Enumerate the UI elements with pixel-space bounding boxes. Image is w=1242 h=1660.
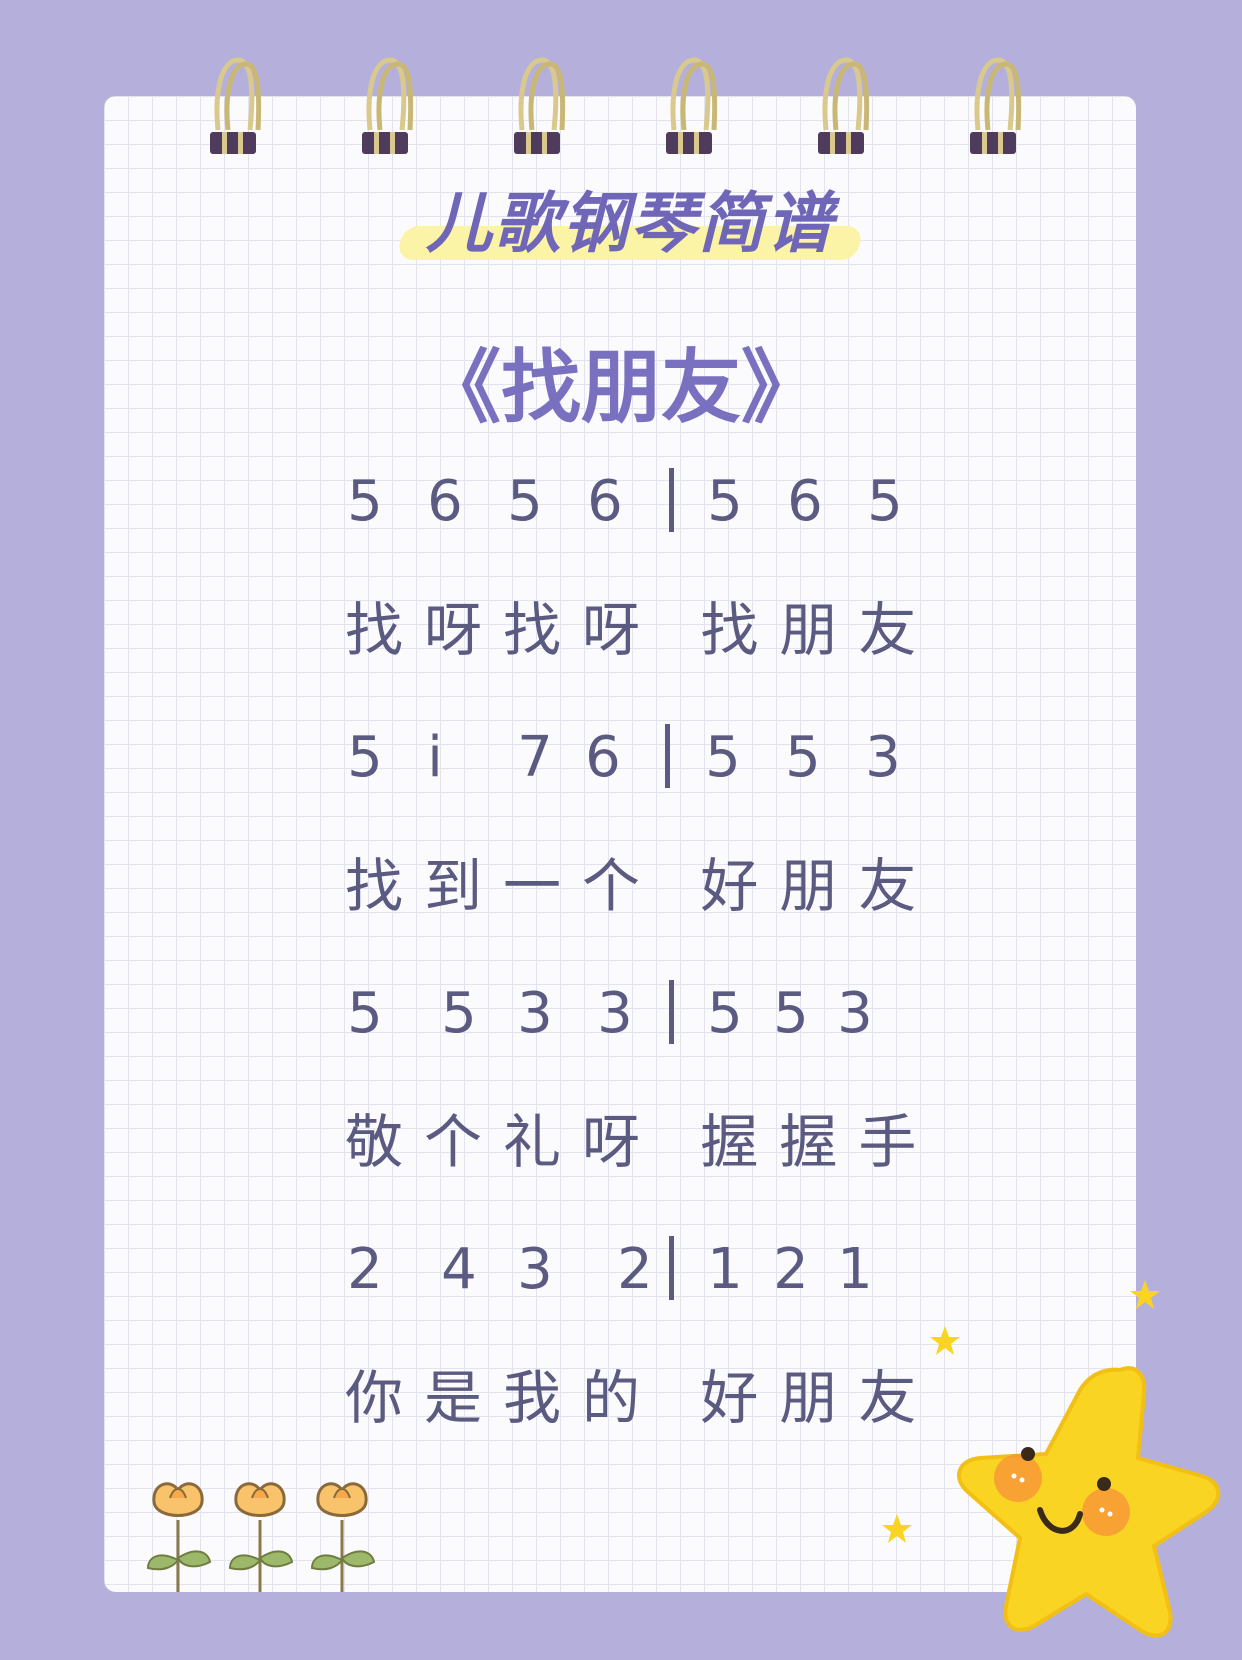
notation-row: 2 4 3 2 1 2 1 [345, 1236, 925, 1366]
sparkle-star-icon [930, 1326, 960, 1355]
sparkle-star-icon [1130, 1280, 1160, 1309]
note: 4 [441, 1237, 477, 1302]
note: 6 [427, 469, 463, 534]
notation-row: 5 6 5 6 5 6 5 [345, 468, 925, 598]
note: 5 [441, 981, 477, 1046]
song-title: 《找朋友》 [421, 341, 821, 434]
note: 3 [597, 981, 633, 1046]
flowers-decoration [146, 1482, 376, 1592]
note: 5 [773, 981, 809, 1046]
notebook-paper [104, 96, 1136, 1592]
lyrics-row: 找呀找呀 找朋友 [345, 598, 925, 726]
note: 2 [773, 1237, 809, 1302]
note: 6 [585, 725, 621, 790]
header-title-text: 儿歌钢琴简谱 [426, 185, 834, 262]
note: 3 [837, 981, 873, 1046]
bar-line [669, 1236, 674, 1300]
note: 5 [707, 469, 743, 534]
music-score: 5 6 5 6 5 6 5 找呀找呀 找朋友 5 i 7 6 5 5 3 找到一… [345, 468, 925, 1494]
note: 5 [785, 725, 821, 790]
note: 5 [707, 981, 743, 1046]
lyrics-row: 找到一个 好朋友 [345, 854, 925, 982]
lyrics-line: 你是我的 好朋友 [345, 1364, 938, 1432]
notation-row: 5 i 7 6 5 5 3 [345, 724, 925, 854]
sparkle-star-icon [882, 1514, 912, 1543]
note: 7 [517, 725, 553, 790]
note: 2 [347, 1237, 383, 1302]
note: 2 [617, 1237, 653, 1302]
lyrics-row: 你是我的 好朋友 [345, 1366, 925, 1494]
notation-row: 5 5 3 3 5 5 3 [345, 980, 925, 1110]
bar-line [665, 724, 670, 788]
lyrics-row: 敬个礼呀 握握手 [345, 1110, 925, 1238]
flower-icon [228, 1482, 294, 1592]
smiling-star-icon [956, 1366, 1221, 1638]
note: 5 [507, 469, 543, 534]
note: 1 [707, 1237, 743, 1302]
note: 6 [587, 469, 623, 534]
note: 5 [347, 469, 383, 534]
note: 3 [865, 725, 901, 790]
flower-icon [146, 1482, 212, 1592]
note-high: i [427, 725, 443, 790]
bar-line [669, 980, 674, 1044]
lyrics-line: 找呀找呀 找朋友 [345, 596, 938, 664]
flower-icon [310, 1482, 376, 1592]
header-title: 儿歌钢琴简谱 [397, 182, 863, 272]
bar-line [669, 468, 674, 532]
note: 5 [347, 981, 383, 1046]
note: 5 [867, 469, 903, 534]
lyrics-line: 找到一个 好朋友 [345, 852, 938, 920]
note: 3 [517, 1237, 553, 1302]
note: 5 [705, 725, 741, 790]
note: 1 [837, 1237, 873, 1302]
note: 3 [517, 981, 553, 1046]
note: 5 [347, 725, 383, 790]
note: 6 [787, 469, 823, 534]
lyrics-line: 敬个礼呀 握握手 [345, 1108, 938, 1176]
